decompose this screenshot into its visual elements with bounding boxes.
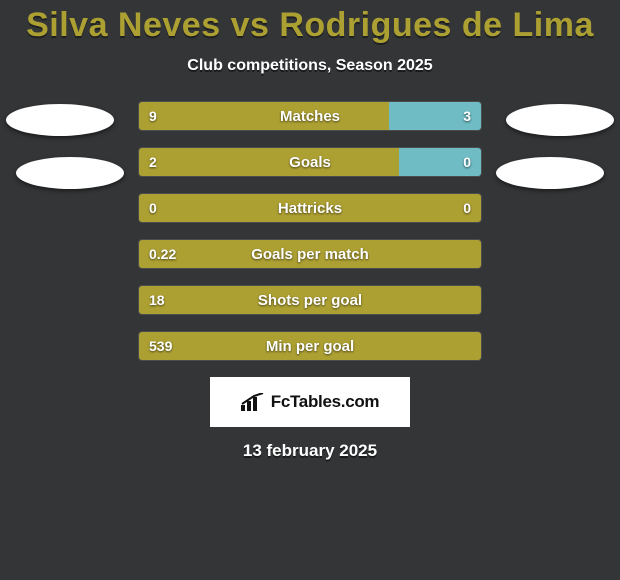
page-subtitle: Club competitions, Season 2025 (0, 57, 620, 75)
stat-value-right: 0 (453, 148, 481, 176)
player-right-logo-2 (496, 157, 604, 189)
stat-row: 00Hattricks (138, 193, 482, 223)
stat-row: 20Goals (138, 147, 482, 177)
stat-value-left: 0 (139, 194, 167, 222)
stat-row: 93Matches (138, 101, 482, 131)
brand-text: FcTables.com (271, 392, 380, 412)
stat-fill-left (139, 148, 399, 176)
date-text: 13 february 2025 (0, 441, 620, 461)
page-title: Silva Neves vs Rodrigues de Lima (0, 0, 620, 45)
stat-fill-left (139, 240, 481, 268)
comparison-stage: 93Matches20Goals00Hattricks0.22Goals per… (0, 101, 620, 361)
stat-row: 539Min per goal (138, 331, 482, 361)
stat-value-left: 2 (139, 148, 167, 176)
player-left-logo-1 (6, 104, 114, 136)
stat-fill-left (139, 286, 481, 314)
stat-fill-left (139, 332, 481, 360)
stat-row: 0.22Goals per match (138, 239, 482, 269)
player-right-logo-1 (506, 104, 614, 136)
stat-fill-left (139, 194, 481, 222)
stat-value-right: 3 (453, 102, 481, 130)
brand-icon (241, 393, 265, 411)
brand-badge: FcTables.com (210, 377, 410, 427)
stat-value-left: 539 (139, 332, 182, 360)
stat-value-left: 9 (139, 102, 167, 130)
player-left-logo-2 (16, 157, 124, 189)
stat-value-left: 18 (139, 286, 175, 314)
stat-value-right: 0 (453, 194, 481, 222)
stat-fill-left (139, 102, 389, 130)
stat-row: 18Shots per goal (138, 285, 482, 315)
stat-bars: 93Matches20Goals00Hattricks0.22Goals per… (138, 101, 482, 361)
stat-value-left: 0.22 (139, 240, 186, 268)
